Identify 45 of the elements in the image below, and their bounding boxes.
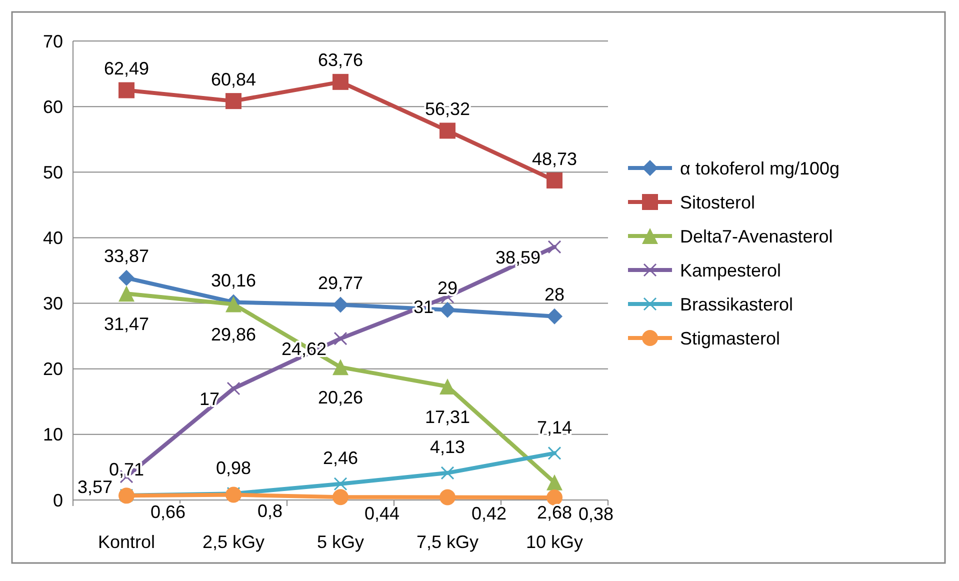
data-label: 0,8: [258, 501, 283, 522]
data-label: 0,42: [472, 504, 507, 524]
y-tick-label: 0: [52, 490, 63, 510]
y-tick-label: 30: [42, 294, 63, 314]
data-label: 0,44: [364, 503, 400, 524]
data-label: 30,16: [210, 270, 256, 291]
legend-label: Kampesterol: [680, 260, 782, 280]
data-label: 29: [437, 278, 458, 298]
data-label: 0,98: [216, 458, 252, 478]
data-label: 20,26: [318, 387, 364, 408]
data-label: 0,66: [150, 502, 186, 522]
data-label: 48,73: [532, 148, 578, 169]
legend-label: Stigmasterol: [680, 328, 780, 348]
data-label: 17: [199, 388, 220, 409]
data-label: 62,49: [104, 58, 150, 79]
data-label: 31,47: [104, 314, 150, 334]
data-label: 17,31: [424, 406, 470, 427]
data-label: 33,87: [104, 246, 150, 266]
data-label: 7,14: [536, 417, 572, 438]
y-tick-label: 10: [42, 424, 63, 445]
x-tick-label: 10 kGy: [526, 532, 584, 552]
data-label: 0,38: [578, 504, 614, 524]
y-tick-label: 20: [42, 359, 63, 380]
y-tick-label: 60: [42, 96, 63, 117]
data-label: 3,57: [77, 476, 112, 497]
data-label: 4,13: [430, 437, 466, 458]
legend-label: Brassikasterol: [680, 294, 794, 314]
y-tick-label: 40: [42, 228, 63, 248]
data-label: 60,84: [210, 69, 256, 90]
data-label: 2,46: [322, 448, 358, 468]
y-tick-label: 50: [42, 162, 63, 182]
legend-label: Delta7-Avenasterol: [680, 226, 833, 246]
data-label: 29,77: [318, 273, 364, 294]
data-label: 56,32: [424, 99, 470, 119]
legend-label: α tokoferol mg/100g: [680, 158, 840, 178]
x-tick-label: 7,5 kGy: [416, 532, 479, 552]
x-tick-label: 2,5 kGy: [202, 532, 265, 552]
data-label: 29,86: [210, 324, 256, 345]
data-label: 63,76: [318, 50, 364, 70]
data-label: 2,68: [536, 502, 572, 523]
legend-label: Sitosterol: [680, 192, 756, 212]
x-tick-label: 5 kGy: [316, 532, 364, 552]
y-tick-label: 70: [42, 31, 63, 52]
x-tick-label: Kontrol: [98, 532, 156, 552]
data-label: 28: [544, 284, 565, 305]
